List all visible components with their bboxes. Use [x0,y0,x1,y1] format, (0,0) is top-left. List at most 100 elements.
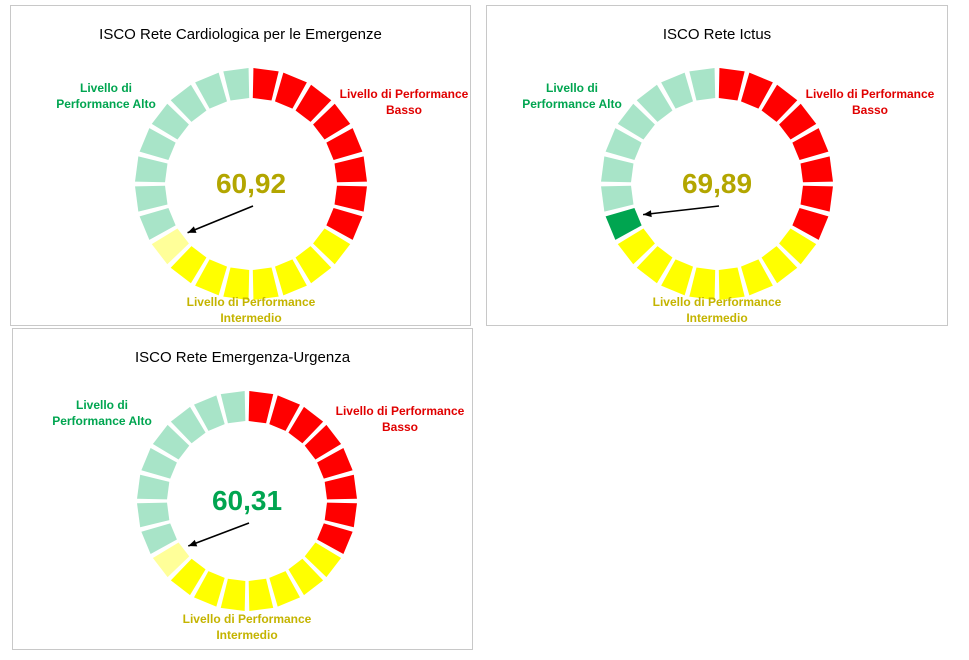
gauge-segment [800,156,833,183]
gauge-segment [269,571,300,607]
gauge-segment [151,103,189,140]
gauge-segment [601,185,634,212]
gauge-segment [313,228,351,265]
gauge-segment [636,246,673,284]
arrow-head [188,539,198,547]
gauge-segment [324,502,357,528]
gauge-segment [220,391,246,424]
gauge-segment [761,84,798,122]
band-label: Livello di Performance Basso [335,404,465,434]
gauge-segment [194,571,225,607]
gauge-segment [141,523,177,554]
gauge-segment [601,156,634,183]
gauge-segment [661,72,694,109]
chart-title: ISCO Rete Ictus [662,26,772,43]
chart-panel: ISCO Rete Ictus 69,89 Livello di Performan… [486,5,948,326]
gauge-segment [779,228,817,265]
gauge [601,68,833,300]
band-label: Livello di Performance Intermedio [186,295,316,325]
gauge-segment [605,128,642,161]
gauge-segment [317,523,353,554]
gauge-segment [689,68,716,101]
gauge-segment [740,72,773,109]
gauge-segment [252,68,279,101]
gauge-segment [740,259,773,296]
value-pointer [188,522,250,547]
gauge [137,391,357,611]
gauge-value: 69,89 [681,168,753,199]
gauge-segment [195,259,228,296]
gauge-segment [718,267,745,300]
gauge-segment [334,185,367,212]
gauge-segment [220,578,246,611]
gauge-segment [324,474,357,500]
arrow-head [643,210,652,218]
gauge-segment [137,474,170,500]
gauge-segment [252,267,279,300]
gauge-segment [792,128,829,161]
gauge-segment [295,246,332,284]
gauge-segment [718,68,745,101]
gauge-segment [304,424,342,460]
gauge-segment [295,84,332,122]
gauge-segment [792,207,829,240]
band-label: Livello di Performance Basso [339,87,469,117]
gauge-segment [139,128,176,161]
gauge-segment [135,185,168,212]
chart-panel: ISCO Rete Emergenza-Urgenza 60,31 Livello … [12,328,473,650]
gauge-segment [689,267,716,300]
arrow-head [187,226,197,233]
gauge-value: 60,92 [215,168,287,199]
gauge-segment [248,578,274,611]
gauge-segment [152,424,190,460]
gauge-segment [761,246,798,284]
band-label: Livello di Performance Basso [805,87,935,117]
gauge-segment [223,68,250,101]
gauge-segment [135,156,168,183]
highlight-segment [605,207,642,240]
band-label: Livello di Performance Alto [52,398,152,428]
gauge-segment [800,185,833,212]
gauge-segment [170,406,206,444]
value-pointer [187,205,254,234]
gauge-segment [288,558,324,596]
gauge-segment [334,156,367,183]
gauge-segment [170,84,207,122]
chart-title: ISCO Rete Cardiologica per le Emergenze [99,26,382,43]
chart-title: ISCO Rete Emergenza-Urgenza [134,349,351,366]
gauge-segment [326,207,363,240]
gauge-segment [661,259,694,296]
gauge-segment [170,558,206,596]
gauge-segment [274,72,307,109]
band-label: Livello di Performance Alto [56,81,156,111]
gauge-segment [137,502,170,528]
gauge-segment [141,448,177,479]
gauge-segment [304,542,342,578]
gauge-segment [274,259,307,296]
highlight-segment [151,228,189,265]
gauge-segment [636,84,673,122]
gauge-segment [326,128,363,161]
chart-panel: ISCO Rete Cardiologica per le Emergenze 6… [10,5,471,326]
gauge-value: 60,31 [211,485,283,516]
band-label: Livello di Performance Intermedio [182,612,312,642]
gauge-segment [617,103,655,140]
highlight-segment [152,542,190,578]
gauge-segment [139,207,176,240]
gauge-segment [313,103,351,140]
gauge-segment [288,406,324,444]
value-pointer [642,205,720,216]
gauge-segment [779,103,817,140]
gauge-segment [194,395,225,431]
gauge-segment [170,246,207,284]
gauge-segment [195,72,228,109]
gauge-segment [617,228,655,265]
band-label: Livello di Performance Alto [522,81,622,111]
gauge-segment [223,267,250,300]
gauge [135,68,367,300]
gauge-segment [317,448,353,479]
gauge-segment [248,391,274,424]
gauge-segment [269,395,300,431]
band-label: Livello di Performance Intermedio [652,295,782,325]
